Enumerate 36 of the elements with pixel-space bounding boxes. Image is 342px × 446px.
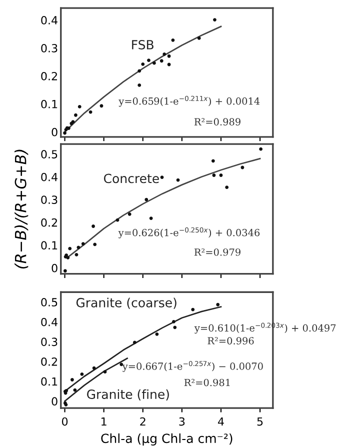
annotation: R²=0.981 — [184, 378, 230, 386]
annotation: R²=0.996 — [208, 337, 254, 344]
y-tick-label: 0.1 — [41, 241, 58, 250]
y-tick-label: 0.4 — [41, 16, 58, 24]
x-axis-title: Chl-a (μg Chl-a cm⁻²) — [101, 433, 232, 446]
x-tick-label: 1 — [102, 417, 106, 426]
annotation: y=0.667(1-e$^{−0.257x}$) − 0.0070 — [122, 360, 263, 372]
y-tick-label: 0.3 — [41, 196, 58, 204]
y-tick-label: 0.4 — [41, 318, 58, 326]
y-tick-label: 0.3 — [41, 338, 58, 346]
annotation: R²=0.979 — [194, 248, 240, 256]
series-label: FSB — [132, 40, 154, 50]
y-tick-label: 0.3 — [41, 44, 58, 52]
x-tick-label: 4 — [218, 417, 224, 426]
series-label: Granite (coarse) — [76, 298, 176, 309]
y-axis-title: (R−B)/(R+G+B) — [14, 150, 28, 268]
x-tick-label: 2 — [140, 417, 146, 426]
y-tick-label: 0 — [52, 264, 58, 272]
annotation: y=0.659(1-e$^{−0.211x}$) + 0.0014 — [118, 96, 260, 107]
y-tick-label: 0.2 — [41, 218, 57, 227]
annotation: y=0.626(1-e$^{−0.250x}$) + 0.0346 — [118, 227, 260, 238]
y-tick-label: 0.2 — [41, 72, 57, 80]
y-tick-label: 0 — [52, 128, 58, 136]
x-tick-label: 3 — [179, 417, 185, 426]
y-tick-label: 0.2 — [41, 357, 57, 366]
y-tick-label: 0.4 — [41, 172, 58, 182]
y-tick-label: 0.5 — [41, 150, 58, 158]
x-tick-label: 5 — [257, 417, 263, 426]
annotation: R²=0.989 — [194, 118, 240, 126]
y-tick-label: 0.1 — [41, 377, 58, 386]
y-tick-label: 0.1 — [41, 100, 58, 108]
series-label: Concrete — [104, 174, 159, 184]
y-tick-label: 0 — [52, 397, 58, 406]
y-tick-label: 0.5 — [41, 298, 58, 306]
x-tick-label: 0 — [62, 417, 68, 426]
series-label: Granite (fine) — [87, 389, 169, 400]
